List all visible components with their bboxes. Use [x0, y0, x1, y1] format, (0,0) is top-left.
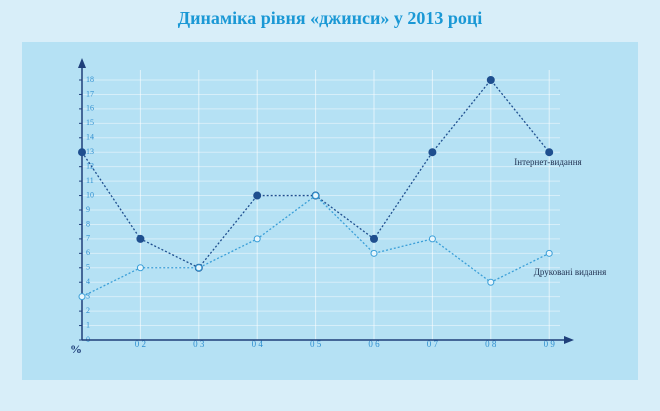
plot-panel: [22, 42, 638, 380]
data-point: [486, 76, 495, 84]
y-axis-arrow: [78, 58, 86, 68]
y-tick-label: 2: [86, 306, 90, 315]
y-tick-label: 9: [86, 205, 90, 214]
y-tick-label: 7: [86, 234, 90, 243]
data-point: [487, 278, 495, 286]
x-tick-label: 0 5: [310, 339, 322, 349]
y-tick-label: 13: [86, 147, 94, 156]
y-tick-label: 16: [86, 104, 94, 113]
data-point: [253, 191, 262, 200]
data-point: [253, 235, 261, 243]
y-axis-label: %: [70, 342, 82, 356]
data-point: [78, 293, 86, 301]
y-tick-label: 14: [86, 133, 94, 142]
x-tick-label: 0 8: [485, 339, 497, 349]
data-point: [136, 264, 144, 272]
x-tick-label: 0 7: [427, 339, 439, 349]
y-tick-label: 17: [86, 89, 94, 98]
data-point: [545, 148, 554, 157]
x-tick-label: 0 9: [544, 339, 556, 349]
y-tick-label: 12: [86, 161, 94, 170]
y-tick-label: 10: [86, 190, 94, 199]
data-point: [312, 192, 320, 200]
y-tick-label: 11: [86, 176, 94, 185]
y-tick-label: 1: [86, 320, 90, 329]
y-tick-label: 4: [86, 277, 90, 286]
y-tick-label: 15: [86, 118, 94, 127]
y-tick-label: 8: [86, 219, 90, 228]
x-tick-label: 0 4: [252, 339, 264, 349]
y-tick-label: 5: [86, 263, 90, 272]
data-point: [428, 148, 437, 157]
y-tick-label: 3: [86, 291, 90, 300]
data-point: [370, 234, 378, 243]
data-point: [545, 249, 553, 257]
series-label: Друковані видання: [534, 267, 607, 277]
x-tick-label: 0 2: [135, 339, 146, 349]
x-tick-label: 0 6: [368, 339, 380, 349]
y-tick-label: 6: [86, 248, 90, 257]
data-point: [428, 235, 436, 243]
y-tick-label: 18: [86, 75, 94, 84]
x-tick-label: 0 3: [193, 339, 205, 349]
chart-title: Динаміка рівня «джинси» у 2013 році: [178, 8, 482, 28]
data-point: [370, 249, 378, 257]
x-axis-arrow: [564, 336, 574, 344]
data-point: [78, 148, 86, 157]
data-point: [195, 264, 203, 272]
data-point: [136, 234, 145, 243]
series-label: Інтернет-видання: [514, 157, 581, 167]
